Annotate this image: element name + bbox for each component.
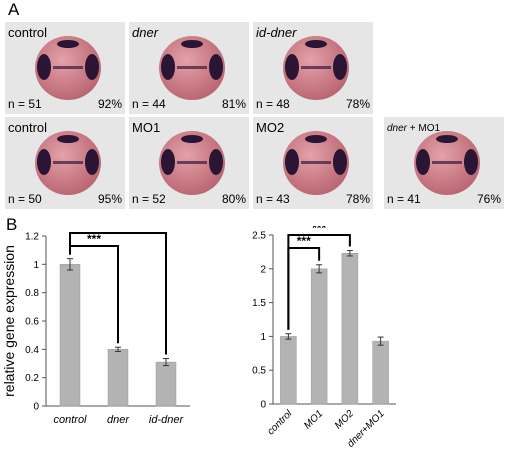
embryo-image — [283, 36, 349, 100]
tile-label: control — [8, 25, 48, 40]
y-tick-label: 2.5 — [252, 231, 266, 242]
x-category-label: id-dner — [149, 414, 185, 426]
x-category-label: control — [265, 408, 295, 438]
tile-percent: 80% — [221, 192, 246, 206]
y-tick-label: 1.5 — [252, 298, 266, 309]
y-tick-label: 0.2 — [25, 373, 39, 384]
tile-percent: 81% — [221, 97, 246, 111]
significance-bracket — [287, 234, 351, 330]
tile-n: n = 43 — [256, 192, 290, 206]
bar-chart-left: 0 0.2 0.4 0.6 0.8 1 1.2 relative gene expressio… — [1, 226, 190, 426]
tile-n: n = 41 — [387, 192, 421, 206]
tile-label: dner + MO1 — [387, 123, 441, 134]
significance-label: *** — [312, 226, 326, 235]
y-axis-label: relative gene expression — [1, 245, 17, 397]
embryo-tile: control n = 51 92% — [5, 22, 125, 114]
tile-label: MO2 — [256, 120, 285, 135]
significance-label: *** — [87, 232, 101, 246]
embryo-tile: MO2 n = 43 78% — [253, 117, 373, 209]
y-tick-label: 2 — [260, 264, 266, 275]
tile-n: n = 52 — [132, 192, 166, 206]
embryo-tile: control n = 50 95% — [5, 117, 125, 209]
embryo-image — [159, 131, 225, 195]
y-tick-label: 0.8 — [25, 288, 39, 299]
embryo-image — [414, 131, 480, 195]
embryo-tile: dner n = 44 81% — [129, 22, 249, 114]
bar — [341, 253, 359, 405]
tile-percent: 95% — [97, 192, 122, 206]
bar — [155, 361, 177, 407]
y-tick-label: 0.4 — [25, 345, 39, 356]
x-category-label: dner — [107, 414, 130, 426]
y-tick-label: 0 — [33, 402, 39, 413]
embryo-tile: MO1 n = 52 80% — [129, 117, 249, 209]
x-category-label: MO1 — [302, 408, 325, 431]
significance-label: *** — [297, 234, 311, 248]
embryo-image — [35, 131, 101, 195]
y-tick-label: 1 — [33, 260, 39, 271]
bar — [107, 349, 129, 407]
x-category-label: control — [53, 414, 87, 426]
tile-percent: 78% — [345, 97, 370, 111]
embryo-image — [283, 131, 349, 195]
tile-n: n = 44 — [132, 97, 166, 111]
tile-label: control — [8, 120, 48, 135]
panel-a-label: A — [8, 0, 20, 19]
tile-label: id-dner — [256, 25, 297, 40]
bar — [280, 336, 297, 405]
tile-n: n = 51 — [8, 97, 42, 111]
tile-percent: 76% — [476, 192, 501, 206]
tile-percent: 92% — [97, 97, 122, 111]
embryo-tile: id-dner n = 48 78% — [253, 22, 373, 114]
bar — [59, 264, 81, 407]
significance-bracket — [69, 232, 167, 355]
bar — [372, 340, 389, 405]
x-category-label: MO2 — [333, 408, 356, 431]
embryo-image — [35, 36, 101, 100]
tile-label: MO1 — [132, 120, 161, 135]
tile-label: dner — [132, 25, 159, 40]
y-tick-label: 1.2 — [25, 232, 39, 243]
y-tick-label: 0 — [260, 400, 266, 411]
y-tick-label: 0.6 — [25, 317, 39, 328]
tile-percent: 78% — [345, 192, 370, 206]
panel-b-label: B — [6, 215, 18, 234]
embryo-image — [159, 36, 225, 100]
y-tick-label: 1 — [260, 332, 266, 343]
significance-label: *** — [111, 226, 125, 233]
tile-n: n = 50 — [8, 192, 42, 206]
y-tick-label: 0.5 — [252, 366, 266, 377]
embryo-tile: dner + MO1 n = 41 76% — [384, 117, 504, 209]
bar-chart-right: 00.511.522.5relative gene expressioncont… — [252, 226, 396, 450]
tile-n: n = 48 — [256, 97, 290, 111]
bar — [310, 268, 328, 405]
